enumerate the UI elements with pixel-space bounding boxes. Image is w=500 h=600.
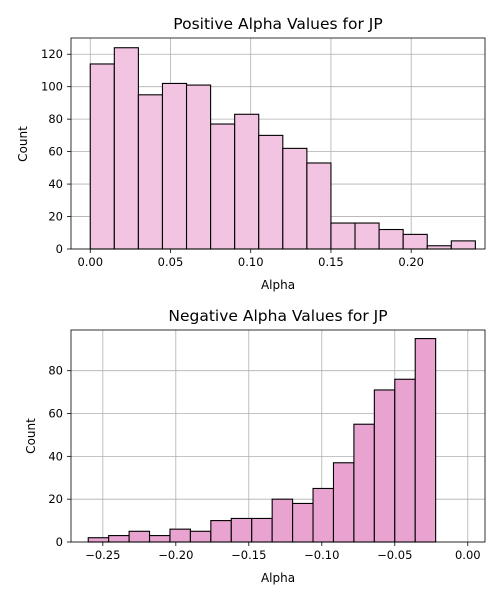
histogram-bar (169, 528, 191, 543)
histogram-bar (189, 530, 212, 543)
histogram-bar (89, 63, 115, 250)
y-tick-label: 0 (56, 242, 63, 256)
histogram-bar (414, 338, 437, 543)
x-tick-label: −0.15 (231, 548, 266, 562)
x-tick-label: −0.10 (304, 548, 339, 562)
histogram-bar (230, 517, 253, 543)
y-tick-label: 60 (48, 407, 63, 421)
histogram-bar (426, 245, 452, 250)
histogram-bar (330, 222, 356, 250)
y-tick-label: 0 (56, 535, 63, 549)
x-tick-label: 0.00 (77, 255, 103, 269)
x-tick-label: −0.05 (377, 548, 412, 562)
histogram-bar (210, 520, 232, 543)
x-tick-label: −0.25 (85, 548, 120, 562)
y-tick-label: 40 (48, 177, 63, 191)
y-tick-label: 60 (48, 145, 63, 159)
histogram-bar (234, 113, 260, 250)
histogram-bar (282, 147, 308, 250)
x-tick-label: 0.20 (398, 255, 424, 269)
histogram-bar (251, 517, 273, 543)
y-tick-label: 20 (48, 492, 63, 506)
histogram-bar (108, 535, 130, 543)
x-axis-label: Alpha (261, 278, 295, 292)
histogram-bar (148, 535, 171, 543)
histogram-bar (113, 47, 139, 250)
histogram-bar (87, 537, 110, 543)
histogram-bar (312, 487, 335, 543)
y-tick-label: 100 (41, 80, 63, 94)
y-tick-label: 80 (48, 112, 63, 126)
chart-title: Negative Alpha Values for JP (168, 307, 387, 325)
histogram-bar (128, 530, 151, 543)
chart-title: Positive Alpha Values for JP (173, 15, 382, 33)
y-axis-label: Count (16, 126, 30, 162)
y-tick-label: 40 (48, 449, 63, 463)
plot-frame (70, 37, 486, 250)
y-tick-label: 120 (41, 47, 63, 61)
y-tick-label: 80 (48, 364, 63, 378)
histogram-bar (271, 498, 294, 543)
histogram-bar (354, 222, 380, 250)
histogram-bar (332, 462, 355, 543)
histogram-bar (137, 94, 164, 250)
histogram-bar (373, 389, 396, 543)
negative-alpha-histogram: −0.25 −0.20 −0.15 −0.10 −0.05 0.00 0 20 40 60 80 N… (24, 307, 486, 585)
x-tick-label: 0.05 (158, 255, 184, 269)
histogram-bar (394, 378, 416, 543)
y-axis-label: Count (24, 418, 38, 454)
histogram-bar (185, 84, 212, 250)
histogram-bar (258, 134, 284, 250)
histogram-bar (161, 82, 188, 250)
plot-frame (70, 329, 486, 543)
x-tick-label: 0.00 (455, 548, 481, 562)
histogram-bar (210, 123, 236, 250)
histogram-bar (450, 240, 476, 250)
positive-alpha-histogram: 0.00 0.05 0.10 0.15 0.20 0 20 40 60 80 100 120 Posi… (16, 15, 486, 292)
x-axis-label: Alpha (261, 571, 295, 585)
y-tick-label: 20 (48, 210, 63, 224)
histogram-bar (353, 423, 375, 543)
x-tick-label: 0.10 (238, 255, 264, 269)
x-tick-label: 0.15 (318, 255, 344, 269)
x-tick-label: −0.20 (158, 548, 193, 562)
histogram-bar (402, 233, 428, 250)
histogram-bar (306, 162, 332, 250)
histogram-bar (378, 228, 404, 250)
histogram-bar (292, 502, 314, 543)
